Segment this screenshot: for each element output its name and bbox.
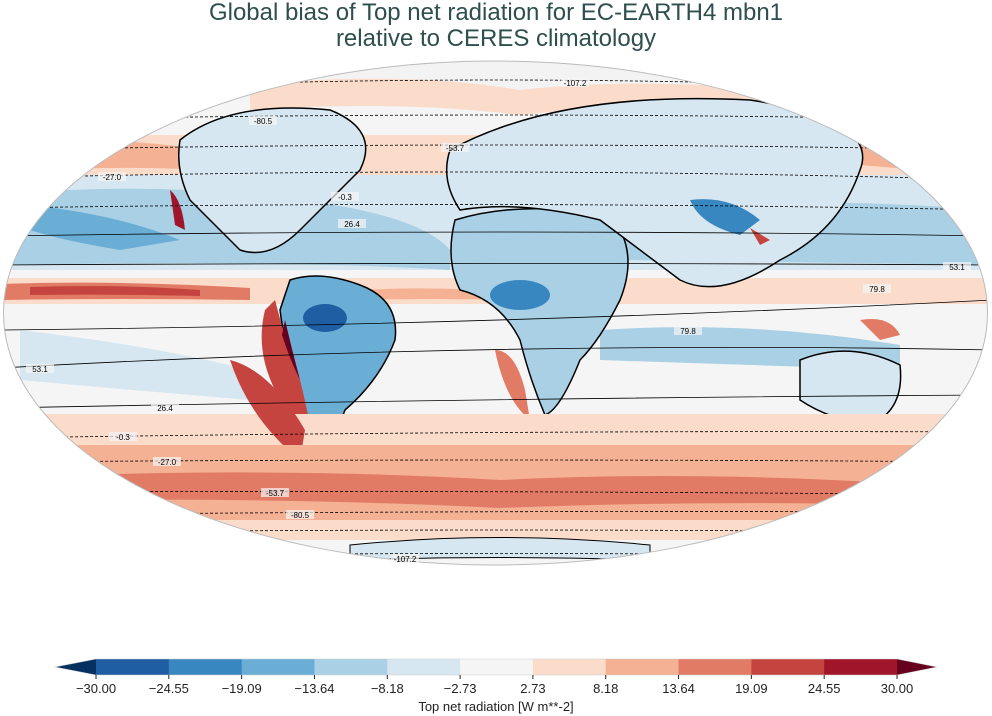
- map-title-line1: Global bias of Top net radiation for EC-…: [208, 0, 784, 26]
- contour-label: -0.3: [116, 433, 130, 442]
- contour-label: 53.1: [32, 365, 48, 374]
- contour-label: 26.4: [344, 220, 360, 229]
- colorbar-segment: [96, 659, 170, 675]
- contour-label: 53.1: [949, 263, 965, 272]
- contour-label: -80.5: [254, 117, 273, 126]
- contour-label: 26.4: [157, 404, 173, 413]
- colorbar-tick-label: 19.09: [735, 681, 768, 696]
- colorbar-tick-label: 30.00: [881, 681, 914, 696]
- colorbar-tick-label: 13.64: [662, 681, 695, 696]
- contour-label: -27.0: [103, 173, 122, 182]
- map-boundary: [3, 60, 988, 566]
- contour-label: -53.7: [266, 489, 285, 498]
- colorbar-tick-label: 2.73: [520, 681, 545, 696]
- contour-label: -0.3: [338, 193, 352, 202]
- contour-label: -107.2: [394, 555, 417, 564]
- contour-label: 79.8: [869, 285, 885, 294]
- bias-field: [3, 61, 988, 565]
- contour-label: -27.0: [158, 458, 177, 467]
- colorbar-extend-low: [55, 659, 96, 675]
- colorbar-segment: [241, 659, 315, 675]
- colorbar-segment: [751, 659, 825, 675]
- colorbar-tick-label: 24.55: [808, 681, 841, 696]
- colorbar-segment: [532, 659, 607, 675]
- contour-label: -80.5: [291, 511, 310, 520]
- colorbar-segment: [824, 659, 898, 675]
- colorbar-tick-label: −24.55: [149, 681, 189, 696]
- contour-label: -107.2: [564, 79, 587, 88]
- colorbar-label: Top net radiation [W m**-2]: [418, 699, 573, 714]
- contour-labels: -107.2 -80.5 -53.7 -27.0 -0.3 26.4 53.1 79.8 79.…: [26, 78, 971, 564]
- colorbar-tick-label: −8.18: [371, 681, 404, 696]
- colorbar-tick-label: 8.18: [593, 681, 618, 696]
- colorbar-tick-label: −19.09: [222, 681, 262, 696]
- colorbar: −30.00 −24.55 −19.09 −13.64 −8.18 −2.73 2.73 8.…: [54, 658, 938, 696]
- colorbar-extend-high: [897, 659, 937, 675]
- colorbar-tick-label: −13.64: [294, 681, 334, 696]
- colorbar-tick-label: −2.73: [444, 681, 477, 696]
- map-title-line2: relative to CERES climatology: [335, 25, 657, 52]
- colorbar-segment: [678, 659, 752, 675]
- colorbar-segment: [168, 659, 243, 675]
- colorbar-segment: [314, 659, 388, 675]
- contour-label: -53.7: [446, 144, 465, 153]
- contour-label: 79.8: [680, 327, 696, 336]
- colorbar-segment: [460, 659, 534, 675]
- colorbar-segment: [605, 659, 680, 675]
- colorbar-segment: [387, 659, 461, 675]
- colorbar-tick-label: −30.00: [76, 681, 116, 696]
